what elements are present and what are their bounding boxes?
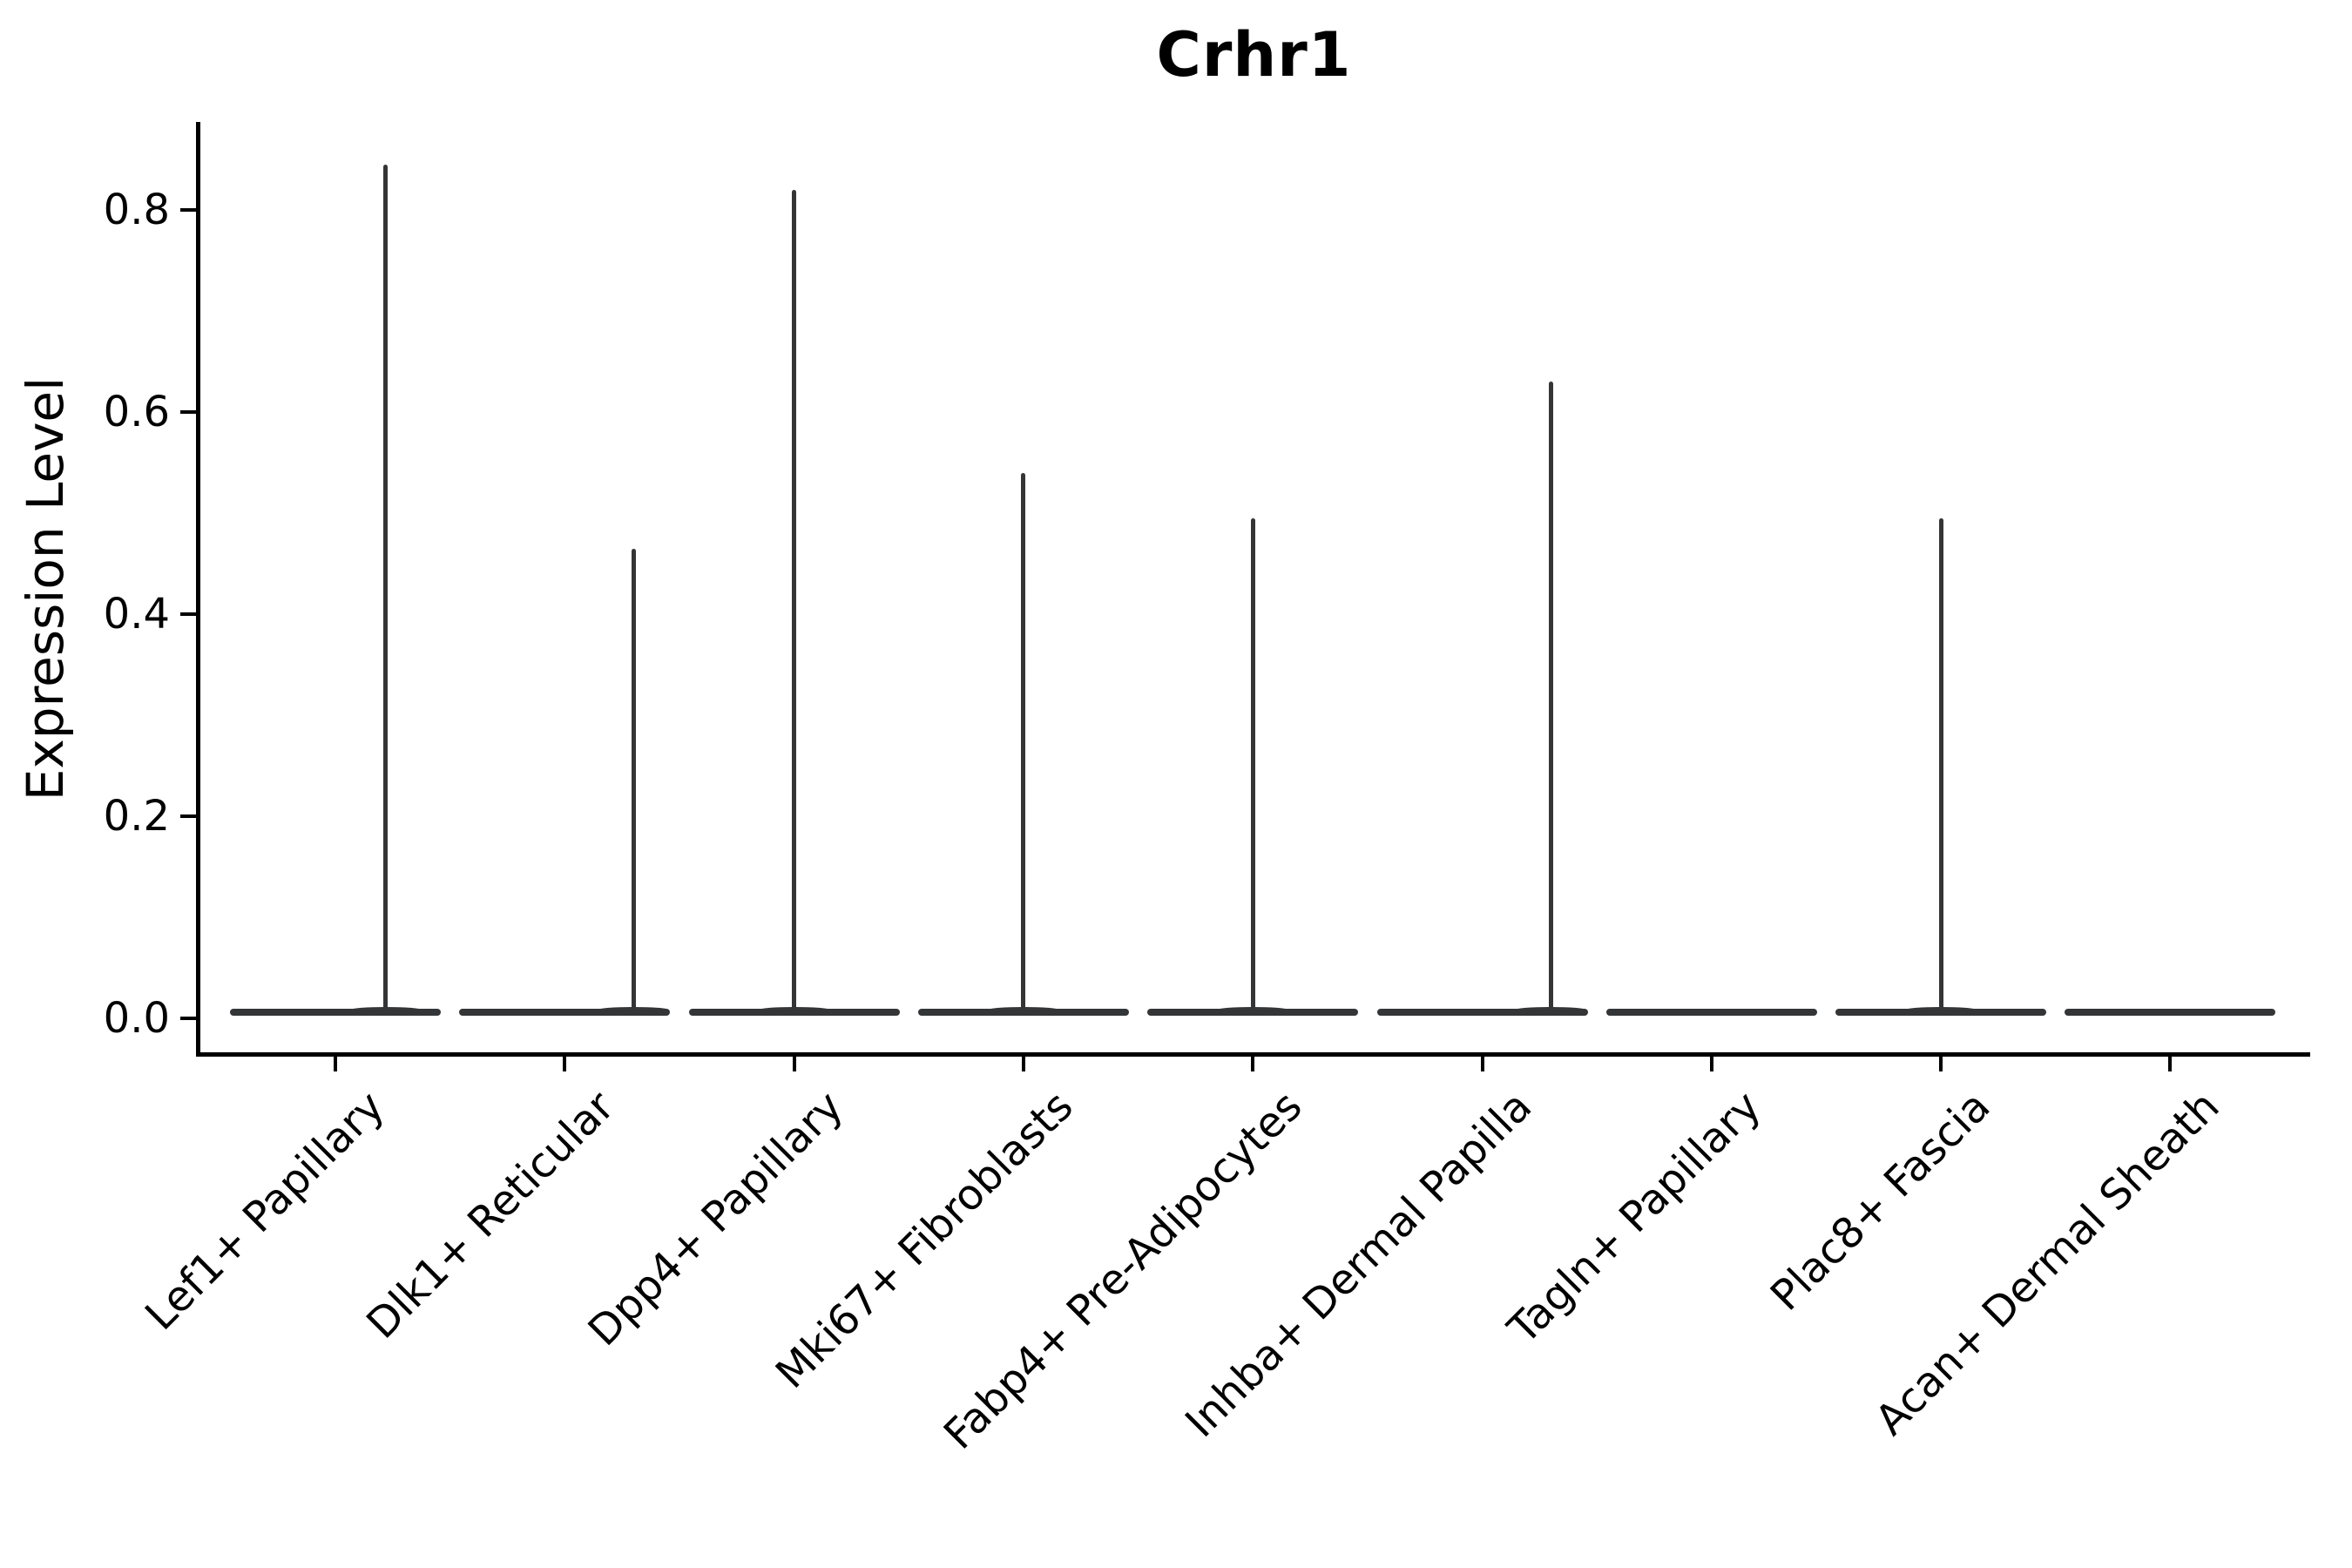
x-tick-mark bbox=[1021, 1055, 1025, 1071]
x-tick-label: Lef1+ Papillary bbox=[136, 1082, 395, 1340]
x-tick-label: Dlk1+ Reticular bbox=[357, 1082, 624, 1348]
x-tick-mark bbox=[1709, 1055, 1713, 1071]
y-tick-label: 0.4 bbox=[103, 590, 170, 639]
y-axis-title: Expression Level bbox=[16, 376, 75, 801]
y-tick-label: 0.6 bbox=[103, 388, 170, 436]
x-tick-mark bbox=[334, 1055, 337, 1071]
y-tick-mark bbox=[180, 612, 198, 616]
x-tick-mark bbox=[1480, 1055, 1484, 1071]
violin-body bbox=[1835, 1009, 2047, 1016]
y-tick-label: 0.2 bbox=[103, 792, 170, 841]
x-tick-label: Plac8+ Fascia bbox=[1761, 1082, 2000, 1321]
x-tick-mark bbox=[1251, 1055, 1255, 1071]
violin-max-spike bbox=[1250, 517, 1255, 1012]
violin-max-spike bbox=[1021, 472, 1026, 1012]
violin-max-spike bbox=[1548, 382, 1553, 1012]
y-tick-mark bbox=[180, 814, 198, 818]
y-tick-label: 0.8 bbox=[103, 186, 170, 234]
x-axis-spine bbox=[195, 1051, 2310, 1057]
x-tick-mark bbox=[792, 1055, 796, 1071]
x-tick-mark bbox=[1939, 1055, 1943, 1071]
violin-max-spike bbox=[1938, 517, 1943, 1012]
violin-body bbox=[2065, 1009, 2276, 1016]
violin-body bbox=[230, 1009, 441, 1016]
x-tick-mark bbox=[563, 1055, 567, 1071]
y-tick-mark bbox=[180, 410, 198, 414]
violin-body bbox=[917, 1009, 1129, 1016]
y-tick-mark bbox=[180, 1017, 198, 1020]
x-tick-mark bbox=[2168, 1055, 2173, 1071]
x-tick-label: Tagln+ Papillary bbox=[1498, 1082, 1771, 1354]
y-tick-label: 0.0 bbox=[103, 994, 170, 1043]
violin-max-spike bbox=[631, 548, 636, 1012]
violin-body bbox=[1605, 1009, 1817, 1016]
violin-max-spike bbox=[383, 164, 389, 1012]
violin-body bbox=[1147, 1009, 1359, 1016]
violin-body bbox=[459, 1009, 671, 1016]
violin-max-spike bbox=[792, 189, 797, 1012]
violin-body bbox=[688, 1009, 900, 1016]
y-tick-mark bbox=[180, 208, 198, 212]
y-axis-spine bbox=[195, 122, 200, 1057]
plot-title: Crhr1 bbox=[1156, 19, 1352, 91]
violin-body bbox=[1376, 1009, 1588, 1016]
x-tick-label: Dpp4+ Papillary bbox=[579, 1082, 854, 1356]
